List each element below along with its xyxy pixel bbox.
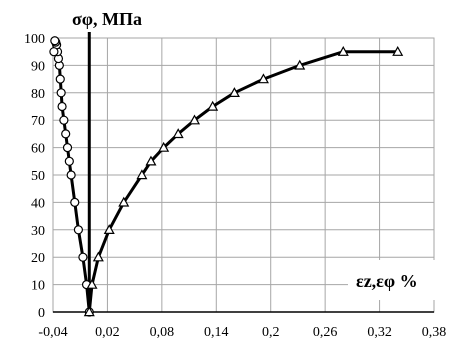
y-axis-title-bg xyxy=(68,4,168,32)
grid xyxy=(52,37,435,313)
y-tick-label: 10 xyxy=(31,279,45,294)
axes xyxy=(53,14,434,313)
data-point-circle xyxy=(62,143,73,153)
data-point-triangle xyxy=(158,141,170,152)
data-point-circle xyxy=(66,170,76,180)
data-point-circle xyxy=(61,129,71,139)
series-group xyxy=(49,36,404,317)
data-point-triangle xyxy=(118,196,130,207)
data-point-triangle xyxy=(257,73,269,84)
x-tick-label: 0,26 xyxy=(313,325,338,340)
x-tick-label: 0,2 xyxy=(262,325,280,340)
y-tick-label: 60 xyxy=(31,142,45,157)
y-tick-label: 0 xyxy=(38,306,45,321)
data-point-circle xyxy=(70,197,80,207)
y-tick-label: 80 xyxy=(31,87,45,102)
series-triangle-line xyxy=(87,50,398,313)
data-point-triangle xyxy=(228,87,240,98)
x-axis-title-bg xyxy=(348,260,438,300)
data-point-triangle xyxy=(294,59,306,70)
data-point-circle xyxy=(56,88,66,98)
data-point-circle xyxy=(59,115,69,125)
data-point-triangle xyxy=(103,224,115,234)
data-point-triangle xyxy=(337,45,349,56)
y-tick-label: 50 xyxy=(31,169,45,184)
data-point-triangle xyxy=(136,169,148,180)
data-point-triangle xyxy=(172,128,184,139)
x-tick-label: -0,04 xyxy=(38,325,67,340)
x-tick-label: 0,02 xyxy=(95,325,120,340)
x-tick-labels: -0,04 0,02 0,08 0,14 0,2 0,26 0,32 0,38 xyxy=(38,325,446,340)
data-point-circle xyxy=(73,225,84,235)
data-point-triangle xyxy=(188,114,201,125)
y-tick-label: 20 xyxy=(31,251,45,266)
data-point-triangle xyxy=(86,278,98,289)
y-tick-label: 30 xyxy=(31,224,45,239)
data-point-circle xyxy=(78,252,88,262)
data-point-triangle xyxy=(392,45,404,56)
y-tick-label: 40 xyxy=(31,196,45,211)
data-point-triangle xyxy=(207,100,219,111)
x-axis-title: εz,εφ % xyxy=(356,271,418,291)
data-point-triangle xyxy=(83,306,95,317)
data-point-circle xyxy=(49,47,59,57)
x-tick-label: 0,32 xyxy=(367,325,392,340)
x-tick-label: 0,38 xyxy=(422,325,447,340)
data-point-circle xyxy=(57,101,67,112)
x-tick-label: 0,08 xyxy=(150,325,175,340)
data-point-triangle xyxy=(145,155,157,166)
y-tick-label: 90 xyxy=(31,59,45,74)
y-tick-labels: 0 10 20 30 40 50 60 70 80 90 100 xyxy=(24,32,45,321)
y-axis-title: σφ, МПа xyxy=(72,9,142,29)
y-tick-label: 100 xyxy=(24,32,45,47)
y-tick-label: 70 xyxy=(31,114,45,129)
x-tick-label: 0,14 xyxy=(204,325,229,340)
data-point-triangle xyxy=(92,251,104,262)
data-point-circle xyxy=(50,36,60,46)
data-point-circle xyxy=(55,74,65,84)
data-point-circle xyxy=(64,156,74,166)
